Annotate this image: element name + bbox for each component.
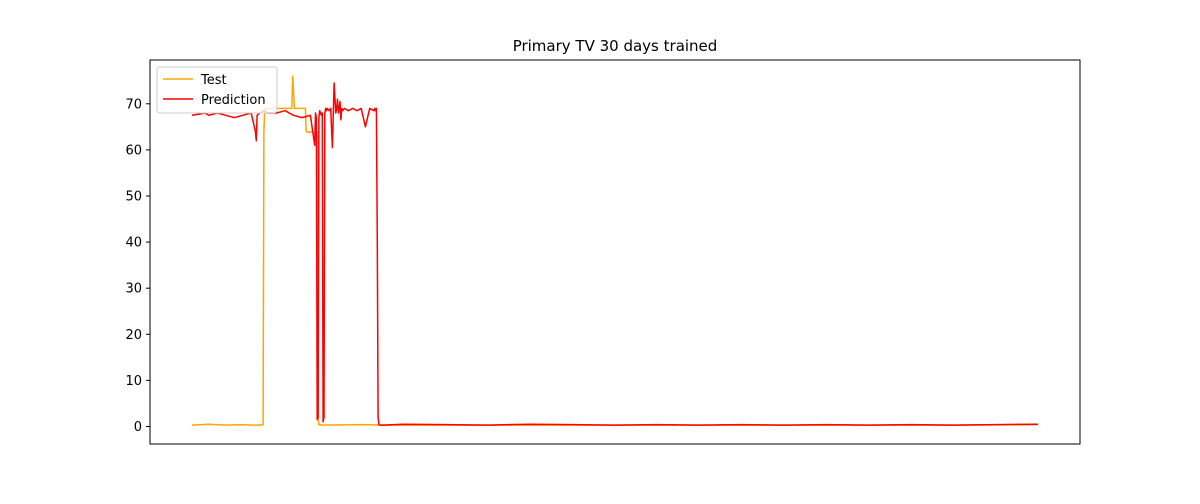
y-tick-label: 70: [125, 97, 142, 112]
y-tick-label: 50: [125, 189, 142, 204]
chart-title: Primary TV 30 days trained: [513, 37, 718, 55]
legend: Test Prediction: [156, 66, 278, 114]
y-tick-label: 20: [125, 328, 142, 343]
plot-area: [191, 75, 1039, 426]
y-axis: 0 10 20 30 40 50 60 70: [125, 97, 150, 435]
legend-prediction-label: Prediction: [201, 93, 266, 108]
y-tick-label: 30: [125, 282, 142, 297]
series-line-prediction: [191, 82, 1039, 426]
y-tick-label: 40: [125, 236, 142, 251]
axes-frame: [149, 59, 1081, 445]
y-tick-label: 10: [125, 374, 142, 389]
y-tick-label: 0: [134, 420, 142, 435]
y-tick-label: 60: [125, 143, 142, 158]
legend-test-label: Test: [200, 73, 227, 88]
